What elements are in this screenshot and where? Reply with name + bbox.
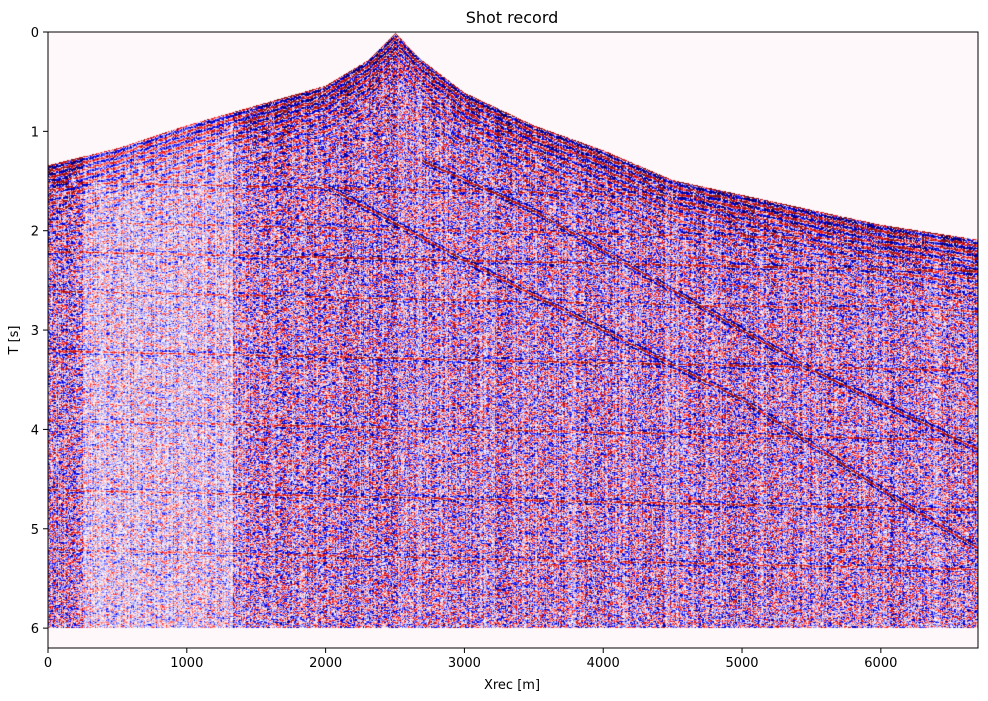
x-tick-label: 2000	[309, 656, 342, 671]
x-tick-label: 6000	[864, 656, 897, 671]
x-tick-label: 4000	[587, 656, 620, 671]
y-tick-label: 3	[31, 324, 39, 339]
x-tick-label: 0	[44, 656, 52, 671]
x-axis-label: Xrec [m]	[484, 678, 540, 693]
y-axis-label: T [s]	[7, 326, 22, 356]
y-tick-label: 1	[31, 125, 39, 140]
y-axis: 0 1 2 3 4 5 6	[31, 26, 48, 637]
x-tick-label: 5000	[725, 656, 758, 671]
plot-frame	[47, 31, 979, 649]
seismic-image	[48, 32, 978, 648]
x-tick-label: 1000	[170, 656, 203, 671]
y-tick-label: 0	[31, 26, 39, 41]
x-axis: 0 1000 2000 3000 4000 5000 6000	[44, 648, 897, 671]
y-tick-label: 5	[31, 523, 39, 538]
y-tick-label: 6	[31, 622, 39, 637]
y-tick-label: 2	[31, 225, 39, 240]
x-tick-label: 3000	[448, 656, 481, 671]
y-tick-label: 4	[31, 423, 39, 438]
chart-title: Shot record	[466, 8, 559, 27]
